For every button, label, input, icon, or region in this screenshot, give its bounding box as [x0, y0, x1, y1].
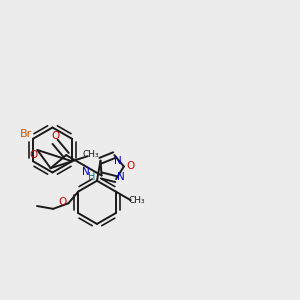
Text: N: N	[82, 167, 89, 177]
Text: O: O	[126, 161, 135, 171]
Text: CH₃: CH₃	[128, 196, 145, 205]
Text: Br: Br	[20, 129, 32, 139]
Text: N: N	[114, 156, 122, 166]
Text: O: O	[51, 131, 59, 141]
Text: N: N	[118, 172, 125, 182]
Text: H: H	[88, 172, 95, 182]
Text: O: O	[58, 197, 67, 207]
Text: O: O	[30, 149, 38, 160]
Text: CH₃: CH₃	[83, 150, 99, 159]
